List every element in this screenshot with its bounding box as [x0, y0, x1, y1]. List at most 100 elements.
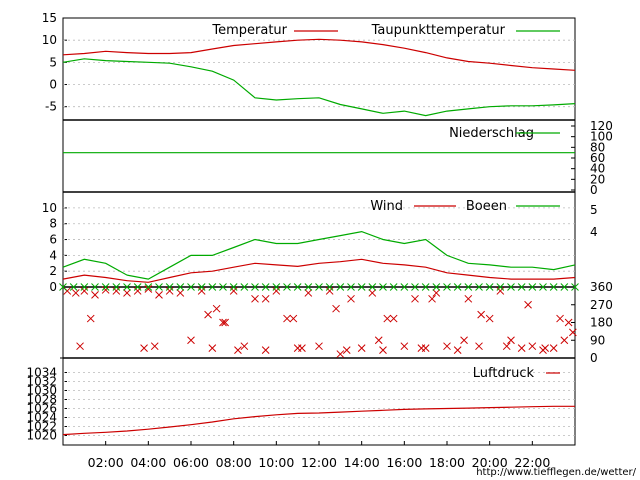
direction-point	[389, 314, 398, 323]
direction-point	[400, 283, 409, 291]
direction-point	[541, 344, 549, 352]
direction-point	[507, 336, 515, 345]
direction-point	[443, 342, 451, 351]
direction-point	[517, 283, 526, 291]
direction-point	[219, 318, 227, 327]
direction-point	[432, 283, 441, 291]
direction-point	[298, 344, 306, 352]
direction-point	[383, 314, 392, 323]
y-tick-label: 0	[590, 183, 598, 197]
direction-point	[133, 287, 142, 295]
y-tick-label: 360	[590, 280, 613, 294]
series-line-boeen	[62, 230, 576, 280]
direction-point	[261, 294, 270, 303]
direction-point	[411, 294, 419, 303]
direction-point	[411, 283, 419, 291]
direction-point	[187, 336, 195, 345]
y-tick-label: 15	[42, 11, 57, 25]
y-tick-label: 1024	[26, 411, 57, 425]
x-tick-label: 20:00	[472, 455, 508, 470]
direction-point	[86, 314, 95, 323]
direction-point	[293, 283, 302, 291]
direction-point	[336, 350, 345, 358]
direction-point	[368, 289, 377, 297]
y-tick-label: 90	[590, 333, 605, 347]
direction-point	[123, 289, 131, 297]
y-tick-label: 60	[590, 151, 605, 165]
y-tick-label: 5	[49, 55, 57, 69]
direction-point	[417, 344, 426, 352]
direction-point	[261, 346, 270, 354]
direction-point	[357, 283, 366, 291]
direction-point	[315, 342, 323, 351]
y-tick-label: 1030	[26, 384, 57, 398]
y-tick-label: 1028	[26, 393, 57, 407]
x-tick-label: 02:00	[88, 455, 124, 470]
y-tick-label: 1034	[26, 366, 57, 380]
y-tick-label: 1020	[26, 429, 57, 443]
direction-point	[453, 346, 462, 354]
y-tick-label: 10	[42, 201, 57, 215]
direction-point	[150, 342, 159, 351]
direction-point	[325, 283, 334, 291]
legend-label: Temperatur	[211, 23, 287, 38]
direction-point	[432, 289, 441, 297]
direction-point	[204, 310, 212, 319]
direction-point	[347, 294, 355, 303]
direction-point	[140, 344, 148, 352]
direction-point	[101, 283, 110, 291]
x-tick-label: 06:00	[173, 455, 209, 470]
direction-point	[453, 283, 462, 291]
y-tick-label: 4	[49, 248, 57, 262]
direction-point	[176, 283, 185, 291]
direction-point	[155, 283, 163, 291]
direction-point	[80, 283, 89, 291]
direction-point	[272, 283, 281, 291]
y-tick-label: 80	[590, 140, 605, 154]
direction-point	[528, 342, 537, 351]
direction-point	[144, 283, 153, 291]
direction-point	[219, 283, 227, 291]
direction-point	[379, 283, 387, 291]
direction-point	[332, 304, 340, 313]
direction-point	[197, 287, 206, 295]
direction-point	[304, 283, 313, 291]
direction-point	[443, 283, 451, 291]
direction-point	[101, 286, 110, 294]
direction-point	[496, 287, 505, 295]
direction-point	[112, 287, 121, 295]
y-tick-label: 120	[590, 119, 613, 133]
direction-point	[421, 283, 430, 291]
direction-point	[428, 294, 436, 303]
series-line-temperatur	[62, 38, 576, 71]
direction-point	[560, 283, 569, 291]
direction-point	[336, 283, 345, 291]
y-tick-label: -5	[45, 100, 57, 114]
x-tick-label: 04:00	[130, 455, 166, 470]
direction-point	[234, 346, 242, 354]
direction-point	[475, 342, 483, 351]
legend-label: Boeen	[466, 199, 507, 214]
y-tick-label: 0	[49, 280, 57, 294]
direction-point	[400, 342, 409, 351]
direction-point	[289, 314, 298, 323]
legend-label: Taupunkttemperatur	[371, 23, 506, 38]
y-tick-label: 1032	[26, 375, 57, 389]
direction-point	[556, 314, 564, 323]
direction-point	[368, 283, 377, 291]
y-tick-label: 270	[590, 298, 613, 312]
y-tick-label: 10	[42, 33, 57, 47]
direction-point	[251, 283, 259, 291]
direction-point	[229, 283, 238, 291]
direction-point	[112, 283, 121, 291]
series-line-wind	[62, 258, 576, 283]
direction-point	[460, 336, 468, 345]
direction-point	[208, 283, 217, 291]
legend-label: Niederschlag	[449, 126, 534, 141]
y-tick-label: 1026	[26, 402, 57, 416]
x-tick-label: 22:00	[514, 455, 550, 470]
direction-point	[517, 344, 526, 352]
direction-point	[133, 283, 142, 291]
y2-tick-label: 4	[590, 225, 598, 239]
